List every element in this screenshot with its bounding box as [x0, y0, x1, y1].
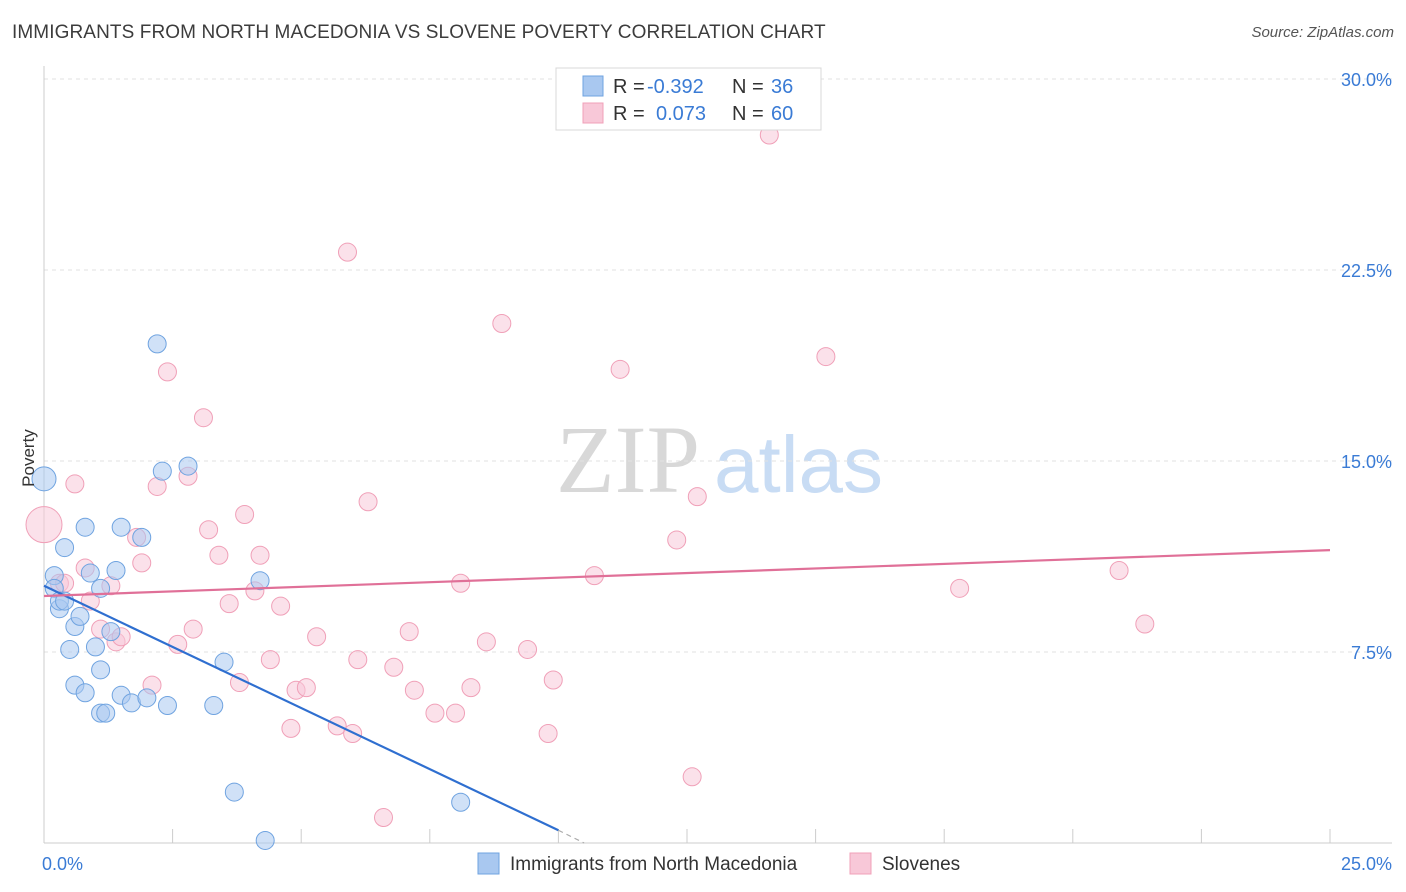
point-slovenes-40	[404, 680, 424, 700]
point-slovenes-30	[296, 678, 316, 698]
point-slovenes-56	[816, 347, 836, 367]
point-slovenes-59	[1135, 614, 1155, 634]
point-macedonia-7	[60, 639, 80, 659]
point-slovenes-25	[250, 545, 270, 565]
point-macedonia-26	[147, 334, 167, 354]
point-slovenes-18	[193, 408, 213, 428]
point-slovenes-11	[132, 553, 152, 573]
point-slovenes-15	[168, 634, 188, 654]
point-macedonia-33	[250, 571, 270, 591]
point-macedonia-13	[80, 563, 100, 583]
legend-r-label-2: R =	[613, 103, 645, 125]
point-macedonia-12	[75, 683, 95, 703]
point-macedonia-28	[157, 695, 177, 715]
point-macedonia-10	[70, 606, 90, 626]
point-slovenes-41	[425, 703, 445, 723]
legend-n-label-1: N =	[732, 76, 764, 98]
point-macedonia-24	[132, 527, 152, 547]
point-macedonia-32	[224, 782, 244, 802]
y-tick-label-1: 15.0%	[1341, 452, 1392, 472]
point-macedonia-14	[85, 637, 105, 657]
legend-n-value-2: 60	[771, 103, 793, 125]
legend-r-value-2: 0.073	[656, 103, 706, 125]
chart-title: IMMIGRANTS FROM NORTH MACEDONIA VS SLOVE…	[12, 22, 826, 43]
point-macedonia-25	[137, 688, 157, 708]
series-legend-swatch-macedonia	[477, 852, 500, 875]
point-slovenes-48	[538, 723, 558, 743]
point-macedonia-20	[106, 561, 126, 581]
point-slovenes-57	[950, 578, 970, 598]
series-legend-swatch-slovenes	[849, 852, 872, 875]
point-slovenes-28	[281, 718, 301, 738]
legend-r-label-1: R =	[613, 76, 645, 98]
point-slovenes-19	[199, 520, 219, 540]
point-slovenes-52	[667, 530, 687, 550]
y-axis-title: Poverty	[19, 429, 38, 487]
trend-line-slovenes	[43, 549, 1331, 598]
point-slovenes-3	[65, 474, 85, 494]
x-tick-label-max: 25.0%	[1341, 854, 1392, 874]
point-slovenes-51	[610, 359, 630, 379]
point-slovenes-42	[446, 703, 466, 723]
legend-swatch-macedonia	[582, 75, 604, 97]
point-slovenes-36	[358, 492, 378, 512]
point-slovenes-44	[461, 678, 481, 698]
point-macedonia-27	[152, 461, 172, 481]
point-slovenes-53	[682, 767, 702, 787]
point-slovenes-23	[235, 504, 255, 524]
point-macedonia-21	[111, 517, 131, 537]
x-tick-label-min: 0.0%	[42, 854, 83, 874]
point-slovenes-27	[271, 596, 291, 616]
point-slovenes-39	[399, 622, 419, 642]
point-slovenes-20	[209, 545, 229, 565]
legend-r-value-1: -0.392	[647, 76, 704, 98]
point-macedonia-0	[31, 466, 57, 492]
watermark-zip: ZIP	[556, 406, 700, 513]
trend-extension-macedonia	[558, 829, 585, 844]
point-slovenes-54	[687, 487, 707, 507]
legend-swatch-slovenes	[582, 102, 604, 124]
point-macedonia-35	[451, 792, 471, 812]
point-slovenes-16	[183, 619, 203, 639]
point-macedonia-19	[101, 622, 121, 642]
stats-legend: R = -0.392 N = 36 R = 0.073 N = 60	[555, 67, 822, 131]
point-slovenes-35	[348, 650, 368, 670]
y-tick-label-3: 30.0%	[1341, 70, 1392, 90]
point-slovenes-26	[260, 650, 280, 670]
trend-line-macedonia	[43, 584, 559, 832]
series-legend-label-slovenes: Slovenes	[882, 854, 960, 875]
point-slovenes-31	[307, 627, 327, 647]
point-macedonia-15	[91, 660, 111, 680]
legend-n-label-2: N =	[732, 103, 764, 125]
point-slovenes-14	[157, 362, 177, 382]
point-slovenes-34	[337, 242, 357, 262]
point-slovenes-0	[25, 506, 63, 544]
legend-n-value-1: 36	[771, 76, 793, 98]
gridlines	[44, 78, 1392, 653]
point-macedonia-11	[75, 517, 95, 537]
point-macedonia-29	[178, 456, 198, 476]
point-slovenes-37	[374, 808, 394, 828]
point-macedonia-5	[55, 538, 75, 558]
chart-source: Source: ZipAtlas.com	[1251, 24, 1394, 41]
trend-lines	[43, 549, 1331, 844]
point-slovenes-43	[451, 573, 471, 593]
series-legend: Immigrants from North Macedonia Slovenes	[477, 852, 960, 875]
point-slovenes-46	[492, 313, 512, 333]
point-macedonia-18	[96, 703, 116, 723]
point-macedonia-34	[255, 830, 275, 850]
series-legend-label-macedonia: Immigrants from North Macedonia	[510, 854, 798, 875]
point-slovenes-45	[476, 632, 496, 652]
point-slovenes-49	[543, 670, 563, 690]
point-slovenes-58	[1109, 561, 1129, 581]
watermark-atlas: atlas	[714, 420, 883, 509]
y-tick-label-2: 22.5%	[1341, 261, 1392, 281]
point-slovenes-21	[219, 594, 239, 614]
y-tick-label-0: 7.5%	[1351, 643, 1392, 663]
point-slovenes-38	[384, 657, 404, 677]
point-macedonia-30	[204, 695, 224, 715]
point-slovenes-47	[518, 639, 538, 659]
